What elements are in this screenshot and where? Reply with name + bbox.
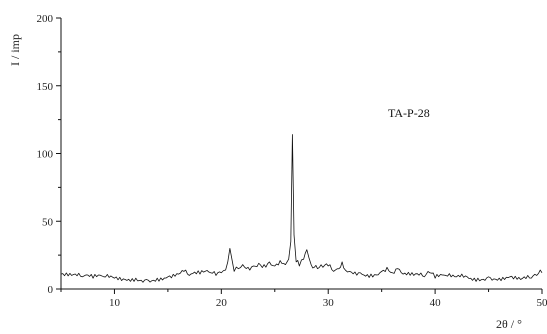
axes [60,18,542,290]
x-tick-label: 10 [109,297,121,309]
x-ticks: 10 20 30 40 50 [60,289,547,309]
y-tick-label: 150 [37,81,54,93]
series-line-diffraction-pattern [60,134,543,283]
x-tick-label: 20 [216,297,228,309]
y-axis-title: I / imp [8,34,22,66]
y-tick-label: 50 [42,216,54,228]
x-tick-label: 30 [323,297,335,309]
y-tick-label: 100 [37,149,54,161]
x-tick-label: 40 [430,297,442,309]
x-axis-title: 2θ / ° [496,317,522,331]
sample-label-annotation: TA-P-28 [388,106,430,120]
y-tick-label: 200 [37,13,54,25]
x-tick-label: 50 [537,297,547,309]
y-ticks: 0 50 100 150 200 [37,13,61,296]
y-tick-label: 0 [48,284,54,296]
